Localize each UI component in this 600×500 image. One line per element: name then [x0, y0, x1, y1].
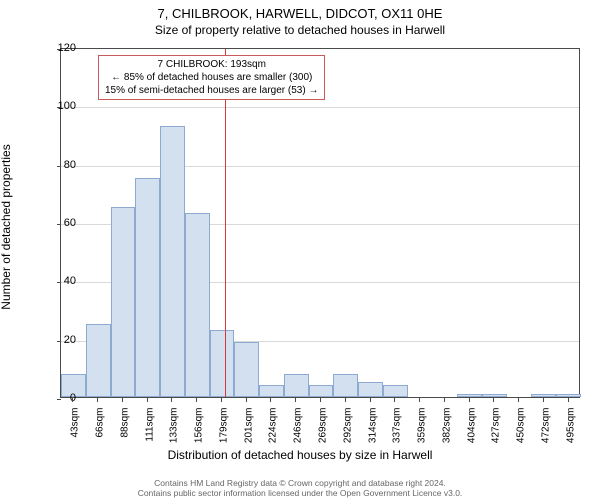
xtick-label: 111sqm: [144, 408, 155, 458]
xtick-label: 292sqm: [342, 408, 353, 458]
xtick-label: 495sqm: [565, 408, 576, 458]
histogram-bar: [185, 213, 210, 397]
xtick-label: 66sqm: [95, 408, 106, 458]
xtick-mark: [196, 398, 197, 402]
footer-line-1: Contains HM Land Registry data © Crown c…: [0, 478, 600, 488]
annotation-line: ← 85% of detached houses are smaller (30…: [105, 71, 318, 84]
plot-area: [60, 48, 580, 398]
xtick-label: 43sqm: [70, 408, 81, 458]
reference-line: [225, 49, 226, 397]
chart-subtitle: Size of property relative to detached ho…: [0, 21, 600, 37]
xtick-mark: [246, 398, 247, 402]
histogram-bar: [86, 324, 111, 397]
xtick-mark: [171, 398, 172, 402]
histogram-bar: [259, 385, 284, 397]
xtick-mark: [295, 398, 296, 402]
xtick-label: 382sqm: [441, 408, 452, 458]
xtick-mark: [469, 398, 470, 402]
xtick-label: 337sqm: [392, 408, 403, 458]
annotation-box: 7 CHILBROOK: 193sqm← 85% of detached hou…: [98, 55, 325, 100]
ytick-label: 80: [46, 159, 76, 171]
annotation-line: 15% of semi-detached houses are larger (…: [105, 84, 318, 97]
histogram-bar: [556, 394, 581, 397]
histogram-bar: [309, 385, 334, 397]
xtick-label: 269sqm: [318, 408, 329, 458]
xtick-mark: [419, 398, 420, 402]
ytick-label: 60: [46, 217, 76, 229]
xtick-mark: [370, 398, 371, 402]
y-axis-label: Number of detached properties: [0, 144, 13, 309]
histogram-bar: [160, 126, 185, 397]
xtick-mark: [221, 398, 222, 402]
ytick-label: 120: [46, 42, 76, 54]
footer-text: Contains HM Land Registry data © Crown c…: [0, 478, 600, 498]
xtick-mark: [270, 398, 271, 402]
xtick-mark: [543, 398, 544, 402]
annotation-line: 7 CHILBROOK: 193sqm: [105, 58, 318, 71]
histogram-bar: [383, 385, 408, 397]
xtick-mark: [394, 398, 395, 402]
xtick-label: 427sqm: [491, 408, 502, 458]
chart-container: 7, CHILBROOK, HARWELL, DIDCOT, OX11 0HE …: [0, 0, 600, 500]
page-title: 7, CHILBROOK, HARWELL, DIDCOT, OX11 0HE: [0, 0, 600, 21]
xtick-label: 133sqm: [169, 408, 180, 458]
histogram-bar: [333, 374, 358, 397]
xtick-label: 314sqm: [367, 408, 378, 458]
xtick-mark: [518, 398, 519, 402]
xtick-mark: [568, 398, 569, 402]
xtick-label: 88sqm: [119, 408, 130, 458]
histogram-bar: [531, 394, 556, 397]
histogram-bar: [358, 382, 383, 397]
xtick-label: 201sqm: [243, 408, 254, 458]
xtick-mark: [493, 398, 494, 402]
gridline: [61, 166, 579, 167]
histogram-bar: [111, 207, 136, 397]
xtick-label: 359sqm: [417, 408, 428, 458]
xtick-mark: [444, 398, 445, 402]
xtick-label: 450sqm: [516, 408, 527, 458]
xtick-mark: [320, 398, 321, 402]
xtick-label: 404sqm: [466, 408, 477, 458]
ytick-label: 100: [46, 100, 76, 112]
xtick-label: 156sqm: [194, 408, 205, 458]
histogram-bar: [482, 394, 507, 397]
gridline: [61, 107, 579, 108]
ytick-label: 40: [46, 275, 76, 287]
xtick-mark: [97, 398, 98, 402]
xtick-label: 246sqm: [293, 408, 304, 458]
histogram-bar: [210, 330, 235, 397]
xtick-label: 224sqm: [268, 408, 279, 458]
xtick-mark: [122, 398, 123, 402]
ytick-label: 20: [46, 334, 76, 346]
footer-line-2: Contains public sector information licen…: [0, 488, 600, 498]
xtick-mark: [72, 398, 73, 402]
xtick-mark: [147, 398, 148, 402]
xtick-mark: [345, 398, 346, 402]
xtick-label: 472sqm: [540, 408, 551, 458]
histogram-bar: [284, 374, 309, 397]
histogram-bar: [135, 178, 160, 397]
xtick-label: 179sqm: [218, 408, 229, 458]
histogram-bar: [457, 394, 482, 397]
histogram-bar: [234, 342, 259, 397]
